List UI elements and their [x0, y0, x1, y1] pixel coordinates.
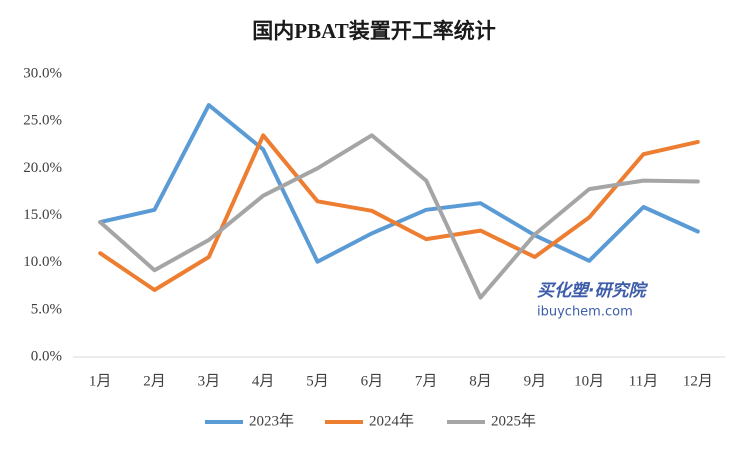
legend-label: 2025年: [491, 412, 536, 429]
series-line: [98, 133, 700, 300]
x-tick-label: 10月: [574, 373, 604, 389]
x-tick-label: 2月: [143, 373, 166, 389]
x-tick-label: 5月: [306, 373, 329, 389]
watermark-name: 买化塑·研究院: [537, 281, 648, 301]
x-tick-label: 9月: [524, 373, 547, 389]
y-tick-label: 5.0%: [31, 301, 62, 317]
series-line: [98, 133, 700, 292]
y-tick-label: 15.0%: [23, 207, 62, 223]
series-line: [98, 103, 700, 264]
y-tick-label: 10.0%: [23, 254, 62, 270]
x-tick-label: 12月: [683, 373, 713, 389]
legend-label: 2024年: [369, 412, 414, 429]
legend-label: 2023年: [249, 412, 294, 429]
x-tick-label: 11月: [629, 373, 658, 389]
x-tick-label: 6月: [361, 373, 384, 389]
y-tick-label: 30.0%: [23, 65, 62, 81]
y-tick-label: 25.0%: [23, 113, 62, 129]
x-tick-label: 4月: [252, 373, 275, 389]
watermark-url: ibuychem.com: [537, 305, 633, 320]
y-tick-label: 20.0%: [23, 160, 62, 176]
x-tick-label: 7月: [415, 373, 438, 389]
x-tick-label: 3月: [198, 373, 221, 389]
y-tick-label: 0.0%: [31, 348, 62, 364]
chart-title: 国内PBAT装置开工率统计: [252, 19, 495, 43]
x-tick-label: 1月: [89, 373, 112, 389]
x-tick-label: 8月: [469, 373, 492, 389]
